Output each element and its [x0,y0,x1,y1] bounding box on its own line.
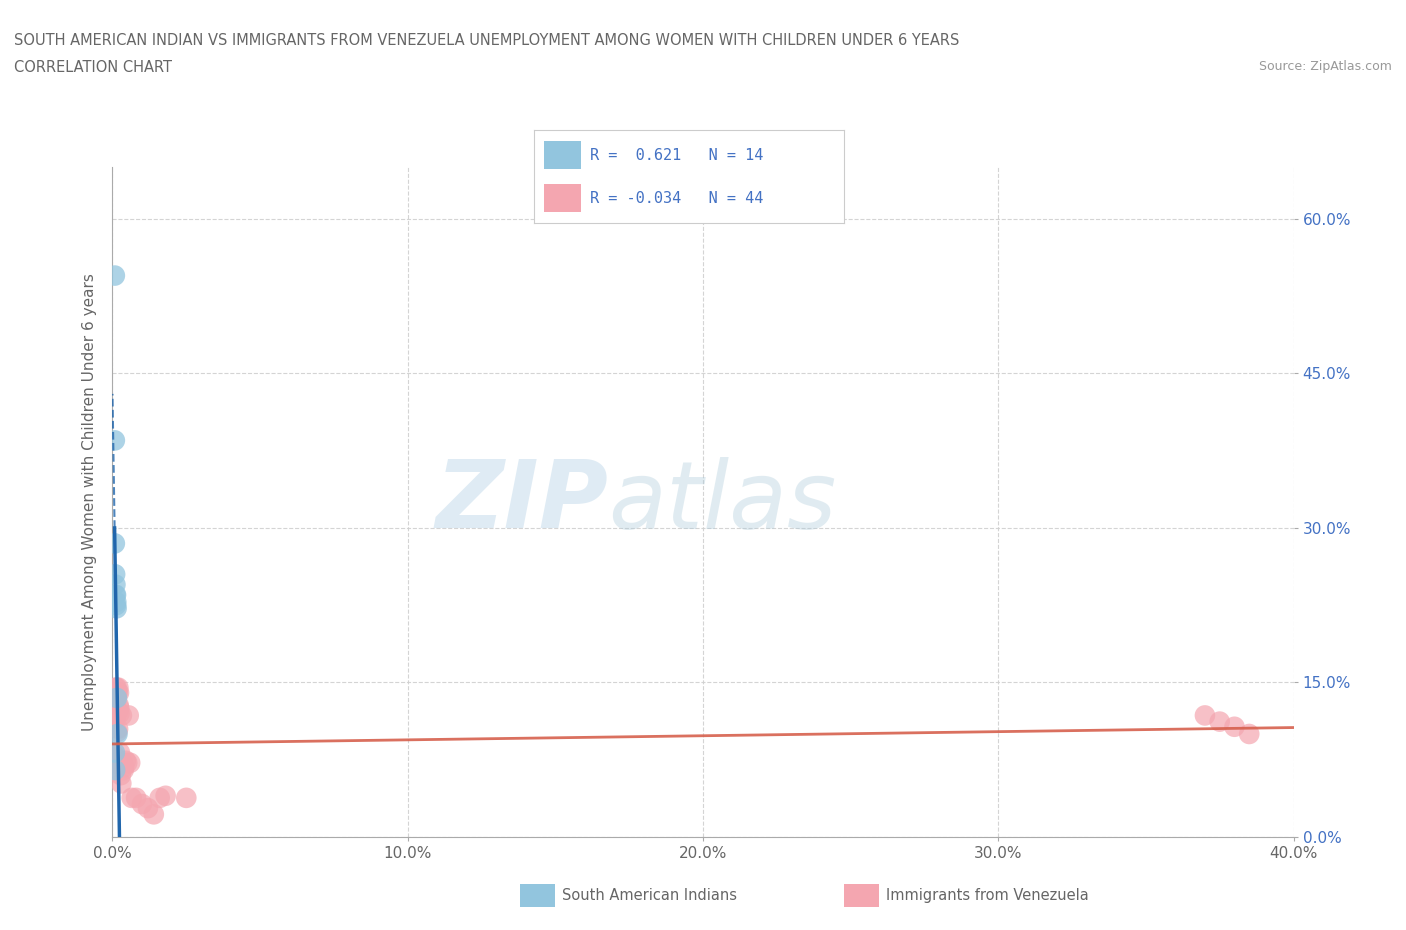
Point [121,790,143,805]
Point [131,797,153,812]
Point [107,722,129,737]
Point [104,706,127,721]
Point [1239,726,1261,741]
Point [103,747,125,762]
Point [104,578,127,592]
Point [142,807,165,822]
Point [103,752,125,767]
Point [111,755,134,770]
Point [104,680,127,695]
Text: CORRELATION CHART: CORRELATION CHART [14,60,172,75]
Point [104,696,127,711]
Point [107,698,129,712]
Point [1223,719,1246,734]
Text: SOUTH AMERICAN INDIAN VS IMMIGRANTS FROM VENEZUELA UNEMPLOYMENT AMONG WOMEN WITH: SOUTH AMERICAN INDIAN VS IMMIGRANTS FROM… [14,33,959,47]
Point [108,745,131,760]
Text: ZIP: ZIP [436,457,609,548]
Point [136,801,159,816]
Text: R = -0.034   N = 44: R = -0.034 N = 44 [591,191,763,206]
Point [1208,714,1232,729]
Point [112,760,135,775]
Point [149,790,172,805]
Point [105,701,128,716]
Y-axis label: Unemployment Among Women with Children Under 6 years: Unemployment Among Women with Children U… [82,273,97,731]
Text: South American Indians: South American Indians [562,888,737,903]
Point [118,708,141,723]
Point [105,594,128,609]
Point [114,753,136,768]
Point [110,776,132,790]
Text: atlas: atlas [609,457,837,548]
Point [104,433,127,448]
Point [105,687,128,702]
Point [108,685,131,700]
Point [108,706,131,721]
Text: Immigrants from Venezuela: Immigrants from Venezuela [886,888,1088,903]
Point [105,690,128,705]
Point [107,704,129,719]
Point [105,601,128,616]
Point [103,760,125,775]
Point [105,598,128,613]
Point [107,685,129,700]
Point [104,745,127,760]
Point [105,680,128,695]
FancyBboxPatch shape [544,184,581,212]
Point [104,536,127,551]
Point [112,763,135,777]
Point [105,685,128,700]
Point [1194,708,1216,723]
Point [111,708,134,723]
Point [108,701,131,716]
Point [104,567,127,582]
Point [107,680,129,695]
Point [174,790,197,805]
Point [104,711,127,726]
Point [125,790,148,805]
Point [104,763,127,777]
Point [104,268,127,283]
Text: R =  0.621   N = 14: R = 0.621 N = 14 [591,148,763,163]
Point [120,755,142,770]
Point [108,757,131,772]
Point [107,726,129,741]
Text: Source: ZipAtlas.com: Source: ZipAtlas.com [1258,60,1392,73]
Point [105,724,128,739]
Point [155,789,177,804]
FancyBboxPatch shape [544,141,581,169]
Point [105,588,128,603]
Point [110,768,132,783]
Point [104,588,127,603]
Point [117,755,138,770]
